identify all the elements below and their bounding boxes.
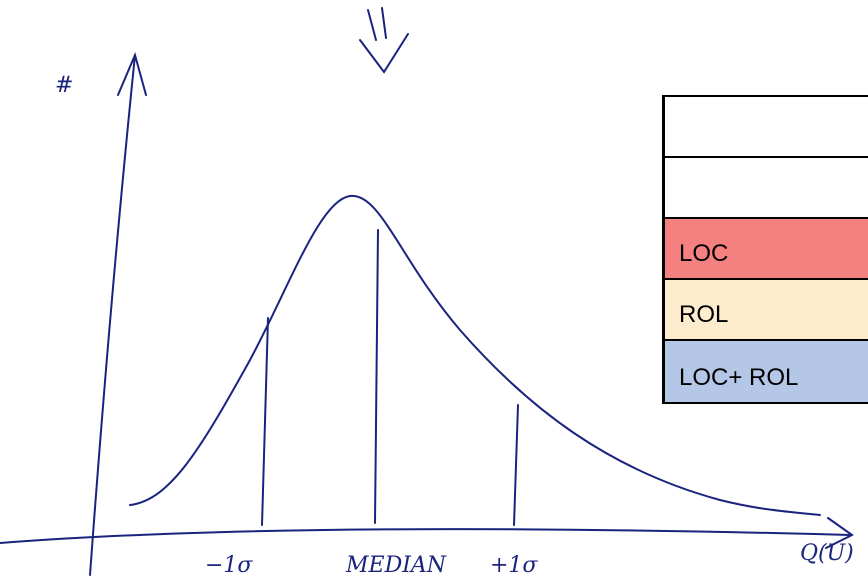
legend-table: LOC ROL LOC+ ROL [662,95,868,404]
row-label: LOC [679,240,728,268]
table-row [665,97,868,158]
x-axis [0,518,852,548]
marker-lines [262,230,518,525]
table-row [665,158,868,219]
y-axis [90,55,146,575]
table-row: ROL [665,280,868,341]
marker-label: +1σ [490,553,538,578]
table-row: LOC+ ROL [665,341,868,402]
x-label: Q(U) [800,541,854,566]
page: # −1σ MEDIAN +1σ Q(U) LOC ROL LOC+ ROL (… [0,0,868,587]
arrow-down [360,8,408,72]
marker-label: −1σ [205,553,253,578]
y-label: # [55,73,73,98]
table-row: LOC [665,219,868,280]
row-label: ROL [679,301,728,329]
row-label: LOC+ ROL [679,364,798,392]
marker-label: MEDIAN [345,553,447,578]
